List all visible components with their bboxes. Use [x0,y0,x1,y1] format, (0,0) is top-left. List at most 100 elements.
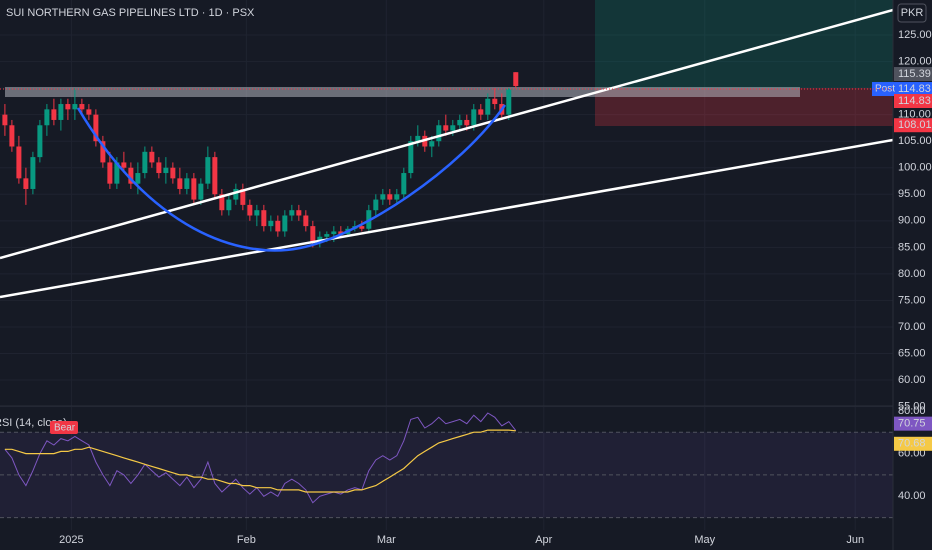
rsi-tick-label: 80.00 [898,405,926,417]
cup-curve [76,104,507,252]
trend-line [0,8,894,260]
rsi-badge [894,416,932,431]
candle-body [233,188,239,200]
price-badge [894,67,932,82]
y-tick-label: 105.00 [898,135,932,147]
candle-body [177,178,183,189]
candle-body [394,194,400,200]
y-tick-label: 60.00 [898,374,926,386]
candle-body [429,141,435,147]
candle-body [296,210,302,216]
price-badge-label: 114.83 [898,95,931,107]
candle-body [142,151,148,174]
candle-body [471,109,477,126]
bear-tag [50,421,78,434]
y-tick-label: 70.00 [898,321,926,333]
y-tick-label: 125.00 [898,29,932,41]
candle-body [359,226,365,229]
candle-body [100,141,106,163]
candle-body [380,194,386,200]
price-badge [894,82,932,97]
candle-body [65,104,71,110]
y-tick-label: 75.00 [898,294,926,306]
candle-body [191,178,197,200]
candle-body [163,167,169,174]
rsi-pane: RSI (14, close)Bear [0,412,893,519]
candle-body [275,220,281,232]
candle-body [72,104,78,110]
currency: PKR [901,7,924,19]
x-tick-label: May [694,534,715,546]
rsi-ma-line [4,429,516,493]
price-badge-label: 108.01 [898,119,932,131]
candle-body [205,157,211,184]
currency-box [897,3,927,23]
candle-body [401,173,407,195]
trend-line [0,138,894,299]
y-tick-label: 85.00 [898,241,926,253]
candle-body [331,231,337,235]
candle-body [268,220,274,227]
y-tick-label: 90.00 [898,215,926,227]
profit-zone [595,0,893,88]
candle-body [450,125,456,131]
x-tick-label: Feb [237,534,256,546]
candle-body [79,104,85,110]
rsi-tick-label: 40.00 [898,490,926,502]
candle-body [303,215,309,227]
x-tick-label: Mar [377,534,396,546]
candle-body [114,162,120,184]
price-badge [894,94,932,109]
candle-body [16,146,22,179]
bear-tag-label: Bear [54,423,76,434]
candle-body [121,162,127,168]
x-tick-label: 2025 [59,534,83,546]
y-tick-label: 55.00 [898,400,926,412]
candle-body [93,114,99,142]
rsi-badge [894,436,932,451]
candle-body [310,226,316,243]
candle-body [107,162,113,184]
candle-body [261,210,267,227]
price-badge-label: 115.39 [898,68,931,80]
candle-body [492,98,498,105]
y-tick-label: 65.00 [898,347,926,359]
candle-body [415,135,421,142]
resistance-band [5,87,800,97]
candle-body [443,125,449,131]
candle-body [254,210,260,216]
candle-body [506,89,512,115]
candle-body [408,141,414,174]
candle-body [464,119,470,126]
rsi-badge-label: 70.68 [898,438,926,450]
candle-body [149,151,155,163]
candle-body [289,210,295,216]
candle-body [58,104,64,120]
y-tick-label: 95.00 [898,188,926,200]
candle-body [338,231,344,235]
candle-body [282,215,288,232]
rsi-badge-label: 70.75 [898,418,926,430]
candle-body [2,114,8,126]
candle-body [373,199,379,211]
price-badge [894,118,932,133]
candle-body [198,183,204,200]
candle-body [226,199,232,211]
candle-body [170,167,176,179]
candle-body [37,125,43,158]
candle-body [324,234,330,237]
candle-body [247,204,253,216]
candle-body [212,157,218,195]
candle-body [219,194,225,211]
candle-body [184,178,190,189]
x-tick-label: Apr [535,534,552,546]
y-tick-label: 80.00 [898,268,926,280]
candle-body [51,109,57,120]
candle-body [513,72,519,87]
candle-body [317,236,323,243]
y-tick-label: 110.00 [898,109,931,121]
candle-body [86,109,92,115]
candle-body [135,173,141,184]
candle-body [23,178,29,189]
